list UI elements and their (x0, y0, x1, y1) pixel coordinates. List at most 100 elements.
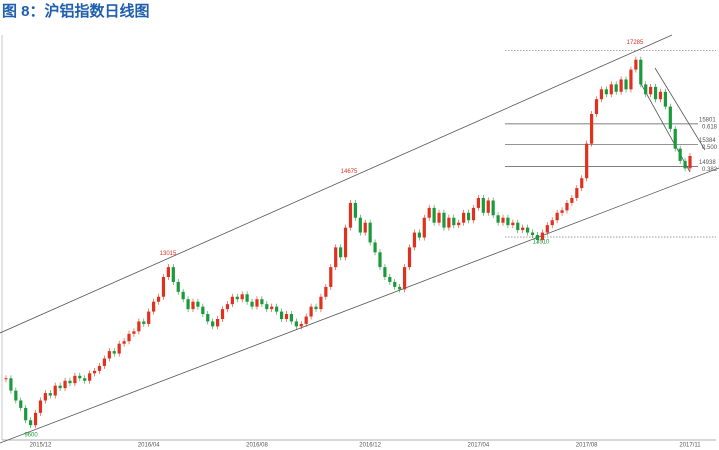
candle (639, 59, 643, 85)
candle (19, 400, 23, 408)
candle (624, 79, 628, 90)
fib-ratio: 0.382 (702, 167, 718, 173)
candle (58, 385, 62, 389)
candle (107, 351, 111, 359)
candle (83, 378, 87, 381)
candle (186, 299, 190, 310)
candle (348, 202, 353, 228)
candle (383, 267, 387, 278)
fib-price: 15384 (699, 138, 716, 144)
candle (649, 86, 653, 95)
candle (339, 247, 343, 258)
candle (161, 277, 166, 297)
channel-lower (0, 167, 719, 444)
candle (481, 197, 485, 213)
candle (289, 314, 294, 322)
candle (437, 212, 441, 223)
candle (176, 281, 180, 292)
candle (9, 378, 13, 391)
candle (560, 210, 564, 213)
candle (265, 304, 269, 310)
candle (407, 247, 412, 268)
candle (53, 385, 57, 396)
x-tick-label: 2016/04 (138, 443, 160, 449)
down-trend-line (654, 67, 706, 151)
candle (132, 331, 136, 334)
candle (388, 277, 392, 282)
candle (304, 316, 308, 324)
candle (476, 197, 481, 208)
x-tick-label: 2015/12 (30, 443, 52, 449)
candle (658, 91, 663, 100)
candle (4, 378, 8, 380)
candle (260, 299, 264, 305)
candle (585, 143, 589, 179)
candle (575, 188, 579, 198)
candle (329, 267, 333, 287)
candle (599, 89, 604, 100)
candle (270, 306, 274, 310)
candle (412, 232, 417, 248)
candle (363, 222, 367, 233)
candle (540, 232, 544, 240)
candle (156, 296, 161, 302)
x-tick-label: 2017/11 (679, 443, 701, 449)
candle (142, 321, 146, 324)
candle (211, 321, 215, 327)
candle (48, 393, 52, 396)
candle (565, 202, 569, 211)
candle (466, 212, 471, 221)
x-tick-label: 2017/04 (468, 443, 490, 449)
candle (668, 106, 672, 129)
candle (117, 343, 121, 354)
candle (457, 222, 461, 226)
candle (432, 207, 436, 223)
candle (358, 217, 362, 233)
candle (530, 232, 535, 236)
candle (147, 311, 151, 324)
x-tick-label: 2016/12 (359, 443, 381, 449)
candle (462, 212, 466, 223)
candle (663, 91, 667, 107)
candle (68, 380, 72, 384)
candle (230, 296, 234, 305)
candle (501, 217, 505, 223)
fib-price: 14938 (699, 160, 716, 166)
candle (334, 247, 338, 268)
fib-ratio: 0.618 (702, 124, 718, 130)
candle (78, 375, 82, 379)
candle (240, 294, 244, 300)
candle (63, 380, 67, 389)
candle (452, 217, 456, 226)
low-label: 13510 (533, 240, 550, 246)
candle (137, 321, 141, 332)
high-label: 13015 (160, 251, 177, 257)
candle (206, 314, 210, 322)
candle (255, 299, 259, 307)
candle (102, 358, 107, 366)
candle (471, 207, 476, 221)
candle (373, 242, 377, 253)
candle (201, 306, 205, 315)
candle (294, 321, 298, 327)
candle (614, 84, 618, 92)
candle (486, 200, 490, 213)
candle (368, 222, 372, 243)
candle (73, 375, 77, 384)
candle (688, 156, 692, 169)
candle (535, 235, 540, 240)
candle (589, 114, 594, 144)
candle (634, 59, 638, 70)
candle (343, 227, 348, 258)
candle (220, 309, 225, 319)
high-label: 17285 (627, 40, 644, 46)
candle (545, 225, 549, 233)
candle (678, 148, 682, 161)
channel-upper (0, 34, 673, 334)
candle (299, 323, 303, 327)
candle (427, 207, 431, 218)
x-tick-label: 2017/08 (576, 443, 598, 449)
candle (580, 178, 584, 189)
candle (171, 267, 175, 282)
